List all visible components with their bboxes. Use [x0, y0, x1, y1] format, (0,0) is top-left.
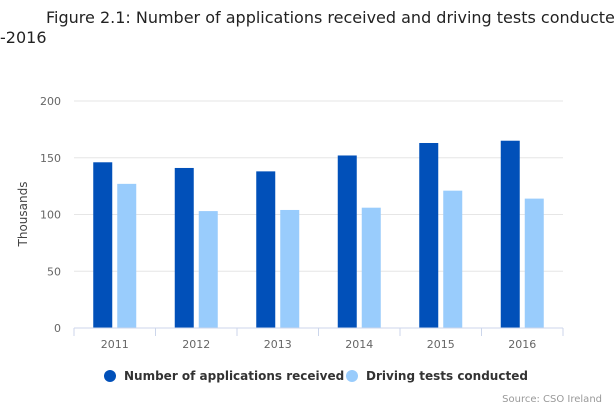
bar-tests-2015	[443, 190, 463, 328]
bar-tests-2012	[198, 211, 218, 328]
legend-item-applications[interactable]: Number of applications received	[104, 369, 344, 383]
bar-applications-2013	[256, 171, 276, 328]
bar-tests-2013	[280, 209, 300, 328]
x-tick-label-2016: 2016	[508, 338, 536, 351]
y-tick-label-150: 150	[40, 152, 61, 165]
bar-applications-2012	[174, 167, 194, 328]
y-tick-label-0: 0	[54, 322, 61, 335]
bar-applications-2014	[337, 155, 357, 328]
legend-item-tests[interactable]: Driving tests conducted	[346, 369, 528, 383]
bar-applications-2016	[500, 140, 520, 328]
chart-title-line-2: -2016	[0, 28, 47, 47]
x-tick-label-2013: 2013	[264, 338, 292, 351]
y-axis-title: Thousands	[16, 182, 30, 248]
legend-label-tests: Driving tests conducted	[366, 369, 528, 383]
legend-marker-tests	[346, 370, 358, 382]
bar-tests-2014	[361, 207, 381, 328]
y-tick-label-100: 100	[40, 209, 61, 222]
grid-lines	[74, 100, 563, 272]
x-tick-label-2012: 2012	[182, 338, 210, 351]
x-tick-label-2014: 2014	[345, 338, 373, 351]
bar-tests-2011	[117, 183, 137, 328]
legend-label-applications: Number of applications received	[124, 369, 345, 383]
legend-marker-applications	[104, 370, 116, 382]
bar-applications-2011	[93, 162, 113, 328]
y-tick-label-50: 50	[47, 265, 61, 278]
axes: 0 50 100 150 200 2011 2012 2013 2014 2015 2016	[40, 95, 564, 351]
chart-title-line-1: Figure 2.1: Number of applications recei…	[46, 8, 614, 27]
x-tick-label-2015: 2015	[427, 338, 455, 351]
y-tick-label-200: 200	[40, 95, 61, 108]
bar-tests-2016	[524, 198, 544, 328]
bars	[93, 140, 544, 328]
source-credit[interactable]: Source: CSO Ireland	[502, 394, 602, 405]
bar-applications-2015	[419, 142, 439, 328]
x-tick-label-2011: 2011	[101, 338, 129, 351]
